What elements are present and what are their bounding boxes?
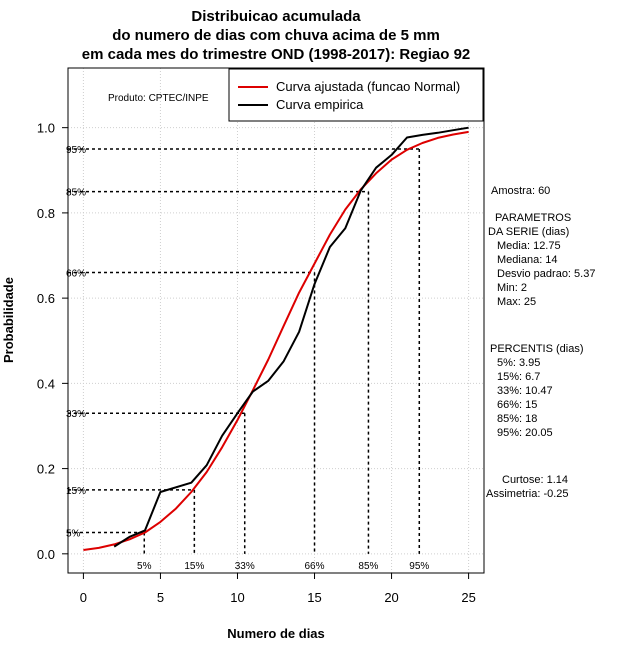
stat-assimetria: Assimetria: -0.25 bbox=[486, 488, 569, 500]
y-tick-label-0: 0.0 bbox=[37, 547, 55, 562]
stats-panel: Amostra: 60 PARAMETROS DA SERIE (dias) M… bbox=[486, 185, 595, 500]
param-max: Max: 25 bbox=[497, 296, 536, 308]
percentil-85: 85%: 18 bbox=[497, 413, 537, 425]
product-label: Produto: CPTEC/INPE bbox=[108, 93, 209, 104]
percentil-95: 95%: 20.05 bbox=[497, 427, 553, 439]
percentil-15: 15%: 6.7 bbox=[497, 371, 540, 383]
percentile-prob-label-4: 85% bbox=[66, 188, 86, 199]
percentile-prob-label-3: 66% bbox=[66, 269, 86, 280]
percentile-reference-lines: 5% 5% 15% 15% 33% 33% 66% 66% 85% 85% 95% 95% bbox=[66, 145, 429, 572]
percentil-66: 66%: 15 bbox=[497, 399, 537, 411]
legend-label-fitted: Curva ajustada (funcao Normal) bbox=[276, 79, 460, 94]
plot-frame bbox=[67, 67, 485, 574]
percentile-prob-label-5: 95% bbox=[66, 145, 86, 156]
percentis-title: PERCENTIS (dias) bbox=[490, 343, 584, 355]
percentile-value-label-2: 33% bbox=[235, 561, 255, 572]
chart-title-line-3: em cada mes do trimestre OND (1998-2017)… bbox=[82, 46, 471, 63]
x-tick-label-4: 20 bbox=[384, 590, 398, 605]
legend-box bbox=[228, 68, 484, 122]
fitted-normal-curve bbox=[83, 130, 469, 551]
y-tick-label-1: 0.2 bbox=[37, 462, 55, 477]
x-tick-label-0: 0 bbox=[80, 590, 87, 605]
param-min: Min: 2 bbox=[497, 282, 527, 294]
grid-lines bbox=[68, 68, 484, 573]
param-desvio: Desvio padrao: 5.37 bbox=[497, 268, 595, 280]
percentile-value-label-4: 85% bbox=[358, 561, 378, 572]
y-tick-label-3: 0.6 bbox=[37, 291, 55, 306]
percentil-5: 5%: 3.95 bbox=[497, 357, 540, 369]
percentile-prob-label-0: 5% bbox=[66, 529, 81, 540]
x-tick-label-5: 25 bbox=[461, 590, 475, 605]
percentile-prob-label-2: 33% bbox=[66, 409, 86, 420]
chart-title-line-2: do numero de dias com chuva acima de 5 m… bbox=[112, 27, 440, 44]
params-title-line-1: PARAMETROS bbox=[495, 212, 571, 224]
stat-curtose: Curtose: 1.14 bbox=[502, 474, 568, 486]
percentile-value-label-1: 15% bbox=[184, 561, 204, 572]
percentile-value-label-3: 66% bbox=[305, 561, 325, 572]
param-mediana: Mediana: 14 bbox=[497, 254, 558, 266]
param-media: Media: 12.75 bbox=[497, 240, 561, 252]
legend-label-empirical: Curva empirica bbox=[276, 97, 364, 112]
percentile-value-label-0: 5% bbox=[137, 561, 152, 572]
percentile-value-label-5: 95% bbox=[409, 561, 429, 572]
params-title-line-2: DA SERIE (dias) bbox=[488, 226, 569, 238]
legend: Curva ajustada (funcao Normal) Curva emp… bbox=[228, 68, 484, 122]
y-axis-label: Probabilidade bbox=[1, 277, 16, 363]
y-tick-label-4: 0.8 bbox=[37, 206, 55, 221]
empirical-curve bbox=[113, 126, 469, 548]
y-tick-label-2: 0.4 bbox=[37, 376, 55, 391]
y-tick-label-5: 1.0 bbox=[37, 121, 55, 136]
data-series bbox=[83, 126, 469, 551]
axis-ticks: 0 5 10 15 20 25 0.0 0.2 0.4 0.6 0.8 1.0 bbox=[37, 121, 476, 605]
stat-sample: Amostra: 60 bbox=[491, 185, 550, 197]
percentil-33: 33%: 10.47 bbox=[497, 385, 553, 397]
x-tick-label-3: 15 bbox=[307, 590, 321, 605]
x-tick-label-2: 10 bbox=[230, 590, 244, 605]
x-tick-label-1: 5 bbox=[157, 590, 164, 605]
x-axis-label: Numero de dias bbox=[227, 626, 325, 641]
percentile-prob-label-1: 15% bbox=[66, 486, 86, 497]
chart-title-line-1: Distribuicao acumulada bbox=[191, 8, 361, 25]
